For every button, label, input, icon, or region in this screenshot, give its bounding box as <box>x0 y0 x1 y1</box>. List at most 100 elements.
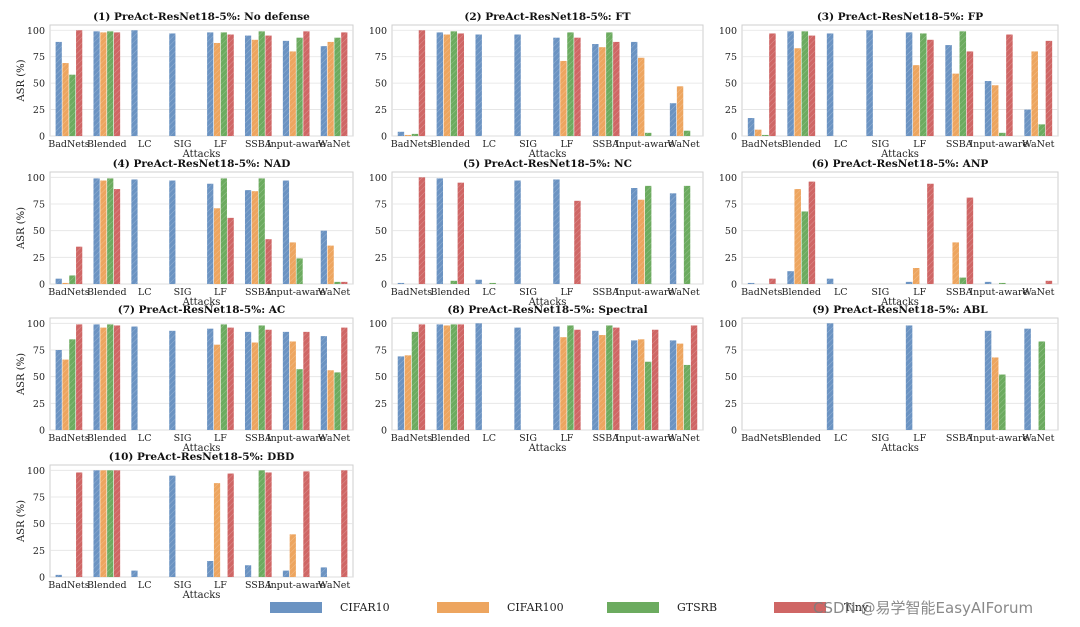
x-tick-label: WaNet <box>318 433 351 444</box>
x-tick-label: SIG <box>519 287 537 298</box>
bar-gtsrb-wanet <box>1038 341 1046 430</box>
bar-gtsrb-lf <box>920 33 927 137</box>
bar-cifar100-lf <box>912 268 920 284</box>
bar-cifar100-blended <box>443 34 451 137</box>
x-tick-label: BadNets <box>391 433 432 444</box>
chart-title: (4) PreAct-ResNet18-5%: NAD <box>113 158 291 170</box>
y-tick-label: 25 <box>33 105 45 116</box>
bar-tiny-blended <box>808 35 816 137</box>
x-tick-label: LC <box>138 139 152 150</box>
x-tick-label: BadNets <box>48 580 89 591</box>
bar-cifar10-blended <box>93 470 100 577</box>
bar-cifar10-badnets <box>747 282 755 284</box>
bar-gtsrb-blended <box>107 470 114 577</box>
bar-tiny-wanet <box>341 32 348 136</box>
x-tick-label: BadNets <box>391 139 432 150</box>
bar-gtsrb-input-aware <box>296 37 303 136</box>
y-tick-label: 100 <box>719 26 737 37</box>
y-tick-label: 75 <box>33 346 45 357</box>
bar-gtsrb-input-aware <box>644 361 652 430</box>
bar-gtsrb-wanet <box>334 281 341 284</box>
x-tick-label: BadNets <box>741 287 782 298</box>
x-axis-label: Attacks <box>182 590 221 601</box>
bar-tiny-wanet <box>690 325 698 430</box>
bar-tiny-blended <box>113 32 121 136</box>
chart-title: (8) PreAct-ResNet18-5%: Spectral <box>447 304 647 316</box>
bar-cifar100-ssba <box>251 342 259 430</box>
y-tick-label: 25 <box>725 105 737 116</box>
y-tick-label: 75 <box>725 346 737 357</box>
chart-title: (6) PreAct-ResNet18-5%: ANP <box>812 158 989 170</box>
bar-gtsrb-badnets <box>411 133 419 136</box>
x-tick-label: LC <box>482 139 496 150</box>
bar-gtsrb-wanet <box>683 364 691 430</box>
bar-cifar10-blended <box>93 178 100 284</box>
bar-cifar100-wanet <box>327 41 334 136</box>
x-axis-label: Attacks <box>182 297 221 308</box>
y-tick-label: 100 <box>27 319 45 330</box>
bar-tiny-blended <box>113 325 121 430</box>
bar-gtsrb-wanet <box>683 185 691 284</box>
bar-gtsrb-blended <box>450 280 458 284</box>
x-tick-label: SSBA <box>592 139 619 150</box>
legend-label-cifar10: CIFAR10 <box>340 600 390 614</box>
bar-gtsrb-lf <box>567 32 574 136</box>
bar-tiny-wanet <box>1045 40 1053 136</box>
y-tick-label: 50 <box>375 372 387 383</box>
x-tick-label: LC <box>138 580 152 591</box>
bar-cifar10-input-aware <box>630 188 638 284</box>
bar-cifar10-lc <box>131 179 138 284</box>
x-tick-label: SSBA <box>592 433 619 444</box>
x-tick-label: WaNet <box>318 580 351 591</box>
bar-cifar100-ssba <box>952 73 959 136</box>
bar-cifar100-badnets <box>404 134 412 136</box>
bar-gtsrb-input-aware <box>644 185 652 284</box>
bar-cifar10-badnets <box>747 118 755 136</box>
x-tick-label: SSBA <box>245 433 272 444</box>
bar-cifar10-wanet <box>320 46 327 137</box>
bar-cifar10-lc <box>826 33 834 137</box>
bar-cifar100-blended <box>100 32 107 136</box>
bar-gtsrb-lf <box>567 325 574 430</box>
x-tick-label: SIG <box>871 139 889 150</box>
bar-gtsrb-badnets <box>69 74 76 136</box>
bar-cifar100-ssba <box>952 242 959 284</box>
bar-cifar10-sig <box>169 33 176 137</box>
bar-tiny-wanet <box>1045 280 1053 284</box>
bar-tiny-blended <box>457 33 465 137</box>
y-tick-label: 0 <box>39 426 45 437</box>
x-tick-label: Input-aware <box>267 287 326 298</box>
y-tick-label: 100 <box>719 319 737 330</box>
bar-cifar100-input-aware <box>637 199 645 284</box>
x-tick-label: SIG <box>871 287 889 298</box>
bar-tiny-ssba <box>966 51 974 136</box>
bar-cifar10-lc <box>475 279 482 284</box>
x-tick-label: Input-aware <box>267 433 326 444</box>
chart-title: (1) PreAct-ResNet18-5%: No defense <box>93 11 310 23</box>
x-axis-label: Attacks <box>528 443 567 454</box>
y-tick-label: 75 <box>375 52 387 63</box>
x-axis-label: Attacks <box>880 297 919 308</box>
bar-tiny-ssba <box>265 239 272 284</box>
bar-tiny-blended <box>457 324 465 430</box>
x-tick-label: Input-aware <box>615 287 674 298</box>
bar-cifar10-wanet <box>669 103 677 136</box>
bar-gtsrb-wanet <box>1038 124 1046 136</box>
bar-tiny-ssba <box>265 329 272 430</box>
bar-gtsrb-badnets <box>69 275 76 284</box>
bar-cifar10-blended <box>436 324 444 430</box>
bar-cifar100-input-aware <box>991 85 999 136</box>
x-tick-label: SIG <box>174 139 192 150</box>
legend-swatch-gtsrb <box>607 601 659 613</box>
chart-title: (2) PreAct-ResNet18-5%: FT <box>464 11 630 23</box>
bar-cifar10-badnets <box>55 574 62 577</box>
bar-tiny-lf <box>227 217 234 284</box>
bar-cifar10-input-aware <box>282 180 290 284</box>
bar-cifar10-input-aware <box>282 331 290 430</box>
bar-gtsrb-ssba <box>258 470 265 577</box>
x-tick-label: Input-aware <box>615 433 674 444</box>
bar-cifar10-blended <box>436 178 444 284</box>
bar-tiny-lf <box>574 200 581 284</box>
